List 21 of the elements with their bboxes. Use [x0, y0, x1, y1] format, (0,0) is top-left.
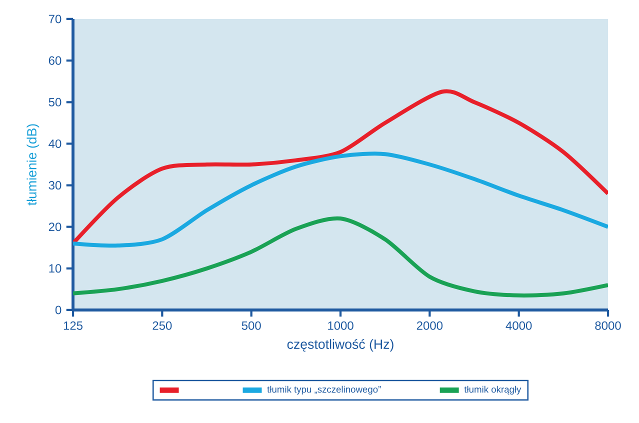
- legend-label: tłumik okrągły: [464, 386, 522, 395]
- y-tick-label: 30: [48, 181, 62, 190]
- y-tick-label: 10: [49, 264, 62, 273]
- x-tick-label: 125: [64, 321, 83, 330]
- x-tick-label: 8000: [595, 321, 621, 330]
- x-tick-label: 1000: [328, 321, 354, 330]
- x-tick-label: 2000: [416, 321, 443, 330]
- y-tick-label: 40: [48, 139, 62, 148]
- y-tick-label: 20: [48, 222, 62, 232]
- x-axis-title: częstotliwość (Hz): [287, 339, 394, 352]
- y-tick-label: 0: [55, 306, 62, 314]
- y-axis-title: tłumienie (dB): [26, 124, 40, 206]
- y-tick-label: 50: [48, 98, 62, 106]
- legend-label: tłumik typu „szczelinowego”: [267, 386, 381, 395]
- line-series: [73, 216, 608, 298]
- x-tick-label: 250: [152, 321, 172, 330]
- y-tick-label: 60: [48, 56, 62, 65]
- x-tick-label: 4000: [506, 321, 532, 330]
- y-tick-label: 70: [48, 14, 62, 24]
- line-series: [73, 152, 608, 248]
- x-tick-label: 500: [242, 321, 261, 330]
